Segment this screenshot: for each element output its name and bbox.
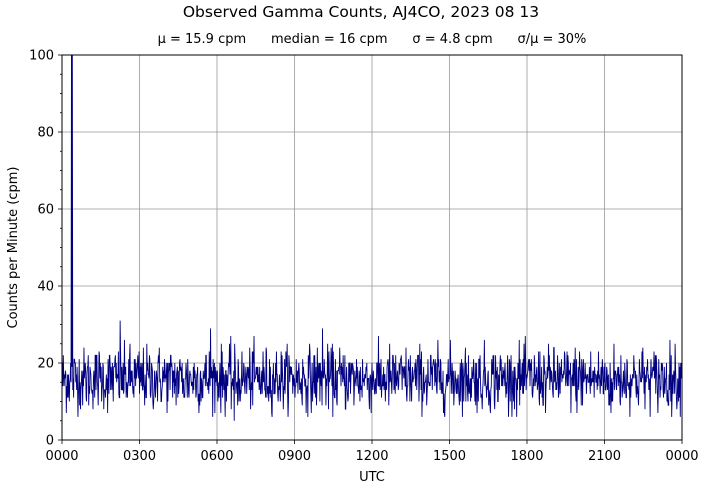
x-tick-label: 0000	[45, 449, 78, 464]
stat-mean: μ = 15.9 cpm	[157, 32, 247, 47]
y-tick-label: 60	[37, 203, 54, 218]
stat-median: median = 16 cpm	[270, 32, 388, 47]
x-tick-label: 1800	[510, 449, 543, 464]
series-line	[61, 54, 683, 421]
y-tick-label: 20	[37, 357, 54, 372]
x-tick-label: 1500	[433, 449, 466, 464]
y-axis-label: Counts per Minute (cpm)	[6, 167, 21, 329]
stat-sigma: σ = 4.8 cpm	[412, 32, 493, 47]
x-tick-label: 0600	[200, 449, 233, 464]
x-tick-label: 0900	[278, 449, 311, 464]
y-tick-label: 40	[37, 280, 54, 295]
chart-title: Observed Gamma Counts, AJ4CO, 2023 08 13	[182, 3, 540, 21]
x-tick-label: 2100	[588, 449, 621, 464]
x-axis-label: UTC	[359, 470, 385, 485]
x-axis: 0000 0300 0600 0900 1200 1500 1800 2100 0000	[45, 440, 699, 464]
y-tick-label: 80	[37, 126, 54, 141]
y-tick-label: 100	[29, 49, 54, 64]
x-tick-label: 0000	[665, 449, 698, 464]
y-tick-label: 0	[46, 434, 54, 449]
chart-subtitle: μ = 15.9 cpm median = 16 cpm σ = 4.8 cpm…	[62, 32, 682, 47]
x-tick-label: 0300	[123, 449, 156, 464]
series-line-group	[61, 54, 683, 421]
stat-cv: σ/μ = 30%	[517, 32, 587, 47]
y-axis: 0 20 40 60 80 100	[29, 49, 62, 449]
x-tick-label: 1200	[355, 449, 388, 464]
